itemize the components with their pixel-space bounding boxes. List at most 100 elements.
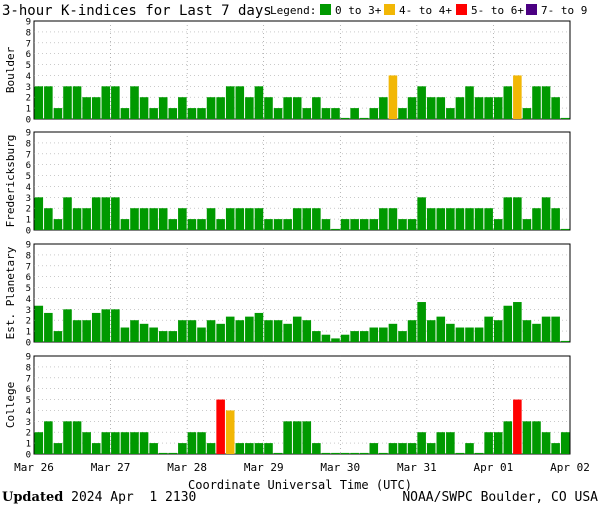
k-bar: 2 bbox=[493, 97, 503, 119]
k-bar: 3 bbox=[111, 197, 120, 230]
k-bar: 1.67 bbox=[216, 323, 225, 342]
k-bar: 2 bbox=[254, 208, 264, 230]
k-bar: 2 bbox=[292, 208, 302, 230]
y-tick-label: 1 bbox=[26, 440, 31, 450]
k-bar: 2 bbox=[235, 208, 245, 230]
k-bar: 2 bbox=[82, 432, 91, 454]
k-bar: 2 bbox=[101, 432, 111, 454]
k-bar: 1 bbox=[350, 219, 359, 230]
k-bar: 2.67 bbox=[91, 312, 101, 342]
k-bar: 4 bbox=[513, 75, 522, 119]
y-tick-label: 9 bbox=[26, 18, 31, 28]
k-bar: 3 bbox=[503, 421, 513, 454]
k-bar: 2 bbox=[187, 432, 197, 454]
k-bar: 1 bbox=[369, 108, 379, 119]
k-bar: 2 bbox=[197, 432, 206, 454]
panel-label: Fredericksburg bbox=[4, 135, 17, 228]
k-bar: 3 bbox=[44, 86, 53, 119]
k-bar: 2 bbox=[560, 432, 570, 454]
k-bar: 1.33 bbox=[149, 327, 158, 342]
k-bar: 2 bbox=[178, 208, 187, 230]
panel-3: 012345678923133212222210.10.112215411110… bbox=[4, 353, 571, 461]
k-bar: 3 bbox=[63, 197, 72, 230]
k-bar: 1 bbox=[312, 443, 321, 454]
x-tick-label: Apr 02 bbox=[550, 461, 590, 474]
k-bar: 3 bbox=[302, 421, 312, 454]
k-bar: 0.1 bbox=[331, 452, 340, 454]
k-bar: 2 bbox=[465, 208, 474, 230]
k-bar: 3 bbox=[235, 86, 245, 119]
k-bar: 2.33 bbox=[551, 316, 560, 342]
legend-swatch-0 bbox=[320, 4, 331, 15]
k-bar: 2 bbox=[302, 320, 312, 342]
k-bar: 1 bbox=[264, 443, 273, 454]
k-bar: 1 bbox=[168, 331, 178, 342]
y-tick-label: 0 bbox=[26, 227, 31, 237]
k-bar: 1 bbox=[273, 219, 283, 230]
k-bar: 0.1 bbox=[379, 452, 388, 454]
k-bar: 2 bbox=[426, 320, 436, 342]
k-bar: 2 bbox=[139, 97, 149, 119]
k-bar: 3 bbox=[111, 86, 120, 119]
y-tick-label: 6 bbox=[26, 50, 31, 60]
k-bar: 1 bbox=[359, 219, 369, 230]
k-bar: 1.33 bbox=[465, 327, 474, 342]
k-bar: 2 bbox=[493, 432, 503, 454]
k-bar: 1.33 bbox=[369, 327, 379, 342]
k-bar: 1 bbox=[551, 443, 560, 454]
k-bar: 2.67 bbox=[44, 312, 53, 342]
k-bar: 1 bbox=[398, 219, 407, 230]
k-bar: 2 bbox=[72, 320, 82, 342]
k-bar: 3 bbox=[101, 86, 111, 119]
y-tick-label: 1 bbox=[26, 328, 31, 338]
k-bar: 3 bbox=[130, 86, 139, 119]
y-tick-label: 8 bbox=[26, 363, 31, 373]
k-bar: 0.1 bbox=[359, 452, 369, 454]
k-bar: 2 bbox=[245, 208, 254, 230]
k-bar: 1.67 bbox=[446, 323, 455, 342]
k-bar: 3 bbox=[101, 309, 111, 342]
k-bar: 2 bbox=[235, 320, 245, 342]
k-bar: 0.1 bbox=[340, 117, 350, 119]
k-bar: 0.1 bbox=[340, 452, 350, 454]
k-bar: 2 bbox=[139, 208, 149, 230]
k-bar: 2.33 bbox=[292, 316, 302, 342]
x-axis-label: Coordinate Universal Time (UTC) bbox=[188, 478, 412, 492]
k-bar: 2 bbox=[158, 208, 168, 230]
k-bar: 2 bbox=[474, 208, 484, 230]
k-bar: 1 bbox=[321, 108, 331, 119]
k-bar: 3 bbox=[292, 421, 302, 454]
k-bar: 2 bbox=[474, 97, 484, 119]
updated-value: 2024 Apr 1 2130 bbox=[71, 490, 197, 505]
y-tick-label: 4 bbox=[26, 407, 31, 417]
k-bar: 1 bbox=[321, 219, 331, 230]
k-bar: 2 bbox=[522, 320, 532, 342]
k-bar: 3 bbox=[72, 86, 82, 119]
k-bar: 0.1 bbox=[331, 228, 340, 230]
k-bar: 0.1 bbox=[455, 452, 465, 454]
k-bar: 2 bbox=[551, 208, 560, 230]
k-bar: 2 bbox=[111, 432, 120, 454]
k-bar: 2 bbox=[417, 432, 426, 454]
k-bar: 1 bbox=[283, 219, 292, 230]
k-bar: 2 bbox=[72, 208, 82, 230]
k-bar: 2 bbox=[446, 208, 455, 230]
x-tick-label: Mar 30 bbox=[320, 461, 360, 474]
k-bar: 2.33 bbox=[225, 316, 235, 342]
chart-title: 3-hour K-indices for Last 7 days bbox=[2, 3, 272, 19]
k-bar: 2 bbox=[187, 320, 197, 342]
k-bar: 3 bbox=[63, 86, 72, 119]
k-bar: 2 bbox=[82, 208, 91, 230]
k-bar: 1 bbox=[302, 108, 312, 119]
k-bar: 1 bbox=[522, 108, 532, 119]
k-bar: 1.33 bbox=[379, 327, 388, 342]
panel-label: College bbox=[4, 382, 17, 428]
k-bar: 4 bbox=[225, 410, 235, 454]
k-bar: 2 bbox=[283, 97, 292, 119]
y-tick-label: 6 bbox=[26, 385, 31, 395]
k-bar: 2 bbox=[541, 432, 551, 454]
k-bar: 1 bbox=[398, 331, 407, 342]
k-bar: 3 bbox=[503, 197, 513, 230]
y-tick-label: 5 bbox=[26, 396, 31, 406]
